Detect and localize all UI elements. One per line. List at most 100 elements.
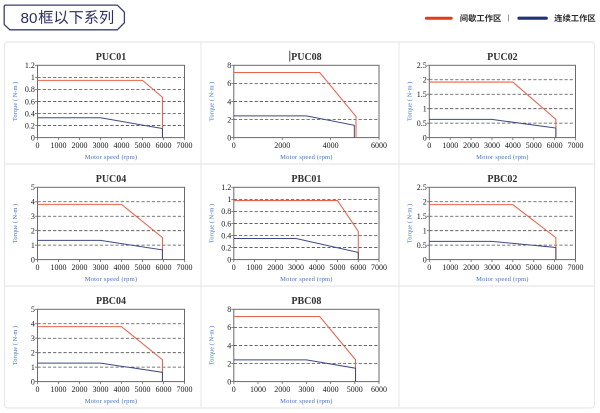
svg-text:PUC08: PUC08 <box>291 52 322 63</box>
svg-text:6000: 6000 <box>371 141 387 150</box>
svg-text:Torque ( N-m ): Torque ( N-m ) <box>12 326 19 365</box>
svg-text:3: 3 <box>31 334 35 343</box>
svg-text:4: 4 <box>227 341 231 350</box>
svg-text:2000: 2000 <box>72 385 88 394</box>
svg-text:4000: 4000 <box>505 141 521 150</box>
svg-text:1000: 1000 <box>250 385 266 394</box>
svg-text:0: 0 <box>227 255 231 264</box>
svg-text:0: 0 <box>232 385 236 394</box>
svg-text:6000: 6000 <box>156 385 172 394</box>
svg-text:5000: 5000 <box>135 263 151 272</box>
svg-text:PUC01: PUC01 <box>96 52 127 63</box>
svg-text:7000: 7000 <box>568 263 584 272</box>
svg-text:0: 0 <box>227 133 231 142</box>
svg-text:0: 0 <box>31 133 35 142</box>
svg-text:PBC02: PBC02 <box>487 174 517 185</box>
svg-text:3000: 3000 <box>484 263 500 272</box>
svg-text:1: 1 <box>31 73 35 82</box>
svg-text:Motor speed (rpm): Motor speed (rpm) <box>476 276 529 283</box>
svg-text:4000: 4000 <box>114 263 130 272</box>
svg-text:PBC01: PBC01 <box>291 174 321 185</box>
svg-text:2: 2 <box>31 348 35 357</box>
svg-text:0.6: 0.6 <box>25 97 35 106</box>
svg-text:3000: 3000 <box>484 141 500 150</box>
svg-text:Motor speed (rpm): Motor speed (rpm) <box>85 276 138 283</box>
svg-text:2000: 2000 <box>72 141 88 150</box>
svg-text:0: 0 <box>31 377 35 386</box>
svg-text:1000: 1000 <box>247 263 263 272</box>
svg-text:2: 2 <box>31 226 35 235</box>
svg-text:1.5: 1.5 <box>417 90 427 99</box>
svg-text:8: 8 <box>227 305 231 314</box>
svg-text:0: 0 <box>423 133 427 142</box>
svg-text:Motor speed (rpm): Motor speed (rpm) <box>280 154 333 161</box>
svg-text:Torque ( N-m ): Torque ( N-m ) <box>407 204 414 243</box>
svg-text:80: 80 <box>21 10 38 27</box>
svg-text:0.2: 0.2 <box>25 121 35 130</box>
svg-text:0: 0 <box>36 141 40 150</box>
svg-text:6000: 6000 <box>547 141 563 150</box>
svg-text:5: 5 <box>31 305 35 314</box>
svg-text:2: 2 <box>227 115 231 124</box>
svg-text:1000: 1000 <box>51 263 67 272</box>
svg-text:2000: 2000 <box>463 141 479 150</box>
svg-text:0: 0 <box>427 263 431 272</box>
svg-text:5000: 5000 <box>135 385 151 394</box>
svg-text:2000: 2000 <box>274 141 290 150</box>
svg-text:PBC04: PBC04 <box>96 296 126 307</box>
svg-text:PUC02: PUC02 <box>487 52 518 63</box>
svg-text:0.6: 0.6 <box>221 219 231 228</box>
svg-text:3000: 3000 <box>298 385 314 394</box>
svg-text:1: 1 <box>423 104 427 113</box>
svg-text:8: 8 <box>227 61 231 70</box>
svg-text:3000: 3000 <box>93 141 109 150</box>
svg-text:2: 2 <box>423 198 427 207</box>
svg-text:4000: 4000 <box>309 263 325 272</box>
svg-text:7000: 7000 <box>371 263 387 272</box>
svg-text:1000: 1000 <box>51 385 67 394</box>
svg-text:4000: 4000 <box>114 385 130 394</box>
svg-text:PBC08: PBC08 <box>291 296 321 307</box>
svg-text:PUC04: PUC04 <box>96 174 127 185</box>
svg-text:Motor speed (rpm): Motor speed (rpm) <box>280 276 333 283</box>
svg-text:0.8: 0.8 <box>25 85 35 94</box>
svg-text:Motor speed (rpm): Motor speed (rpm) <box>280 398 333 405</box>
svg-text:1: 1 <box>423 226 427 235</box>
svg-text:6000: 6000 <box>156 263 172 272</box>
svg-text:0.2: 0.2 <box>221 243 231 252</box>
svg-text:5000: 5000 <box>135 141 151 150</box>
svg-text:6000: 6000 <box>547 263 563 272</box>
svg-text:6000: 6000 <box>371 385 387 394</box>
svg-text:7000: 7000 <box>568 141 584 150</box>
svg-text:7000: 7000 <box>177 385 193 394</box>
svg-text:4: 4 <box>227 97 231 106</box>
svg-text:6000: 6000 <box>350 263 366 272</box>
svg-text:1000: 1000 <box>51 141 67 150</box>
svg-text:5000: 5000 <box>347 385 363 394</box>
svg-text:7000: 7000 <box>177 263 193 272</box>
svg-text:4000: 4000 <box>323 141 339 150</box>
svg-text:0: 0 <box>227 377 231 386</box>
svg-text:1000: 1000 <box>442 263 458 272</box>
svg-text:1: 1 <box>31 363 35 372</box>
svg-text:1.2: 1.2 <box>221 183 231 192</box>
svg-text:0: 0 <box>427 141 431 150</box>
svg-text:5000: 5000 <box>330 263 346 272</box>
svg-text:Motor speed (rpm): Motor speed (rpm) <box>85 154 138 161</box>
svg-text:3000: 3000 <box>93 385 109 394</box>
svg-text:1.2: 1.2 <box>25 61 35 70</box>
svg-text:0.8: 0.8 <box>221 207 231 216</box>
svg-text:4: 4 <box>31 320 35 329</box>
svg-text:Torque ( N-m ): Torque ( N-m ) <box>12 204 19 243</box>
svg-text:1: 1 <box>31 241 35 250</box>
svg-text:1: 1 <box>227 195 231 204</box>
svg-text:0.4: 0.4 <box>221 231 231 240</box>
svg-text:0: 0 <box>36 263 40 272</box>
svg-text:5000: 5000 <box>526 263 542 272</box>
svg-text:5000: 5000 <box>526 141 542 150</box>
svg-text:2000: 2000 <box>267 263 283 272</box>
svg-text:Torque ( N-m ): Torque ( N-m ) <box>209 82 216 121</box>
svg-text:0: 0 <box>232 263 236 272</box>
svg-text:3: 3 <box>31 212 35 221</box>
svg-text:0.4: 0.4 <box>25 109 35 118</box>
